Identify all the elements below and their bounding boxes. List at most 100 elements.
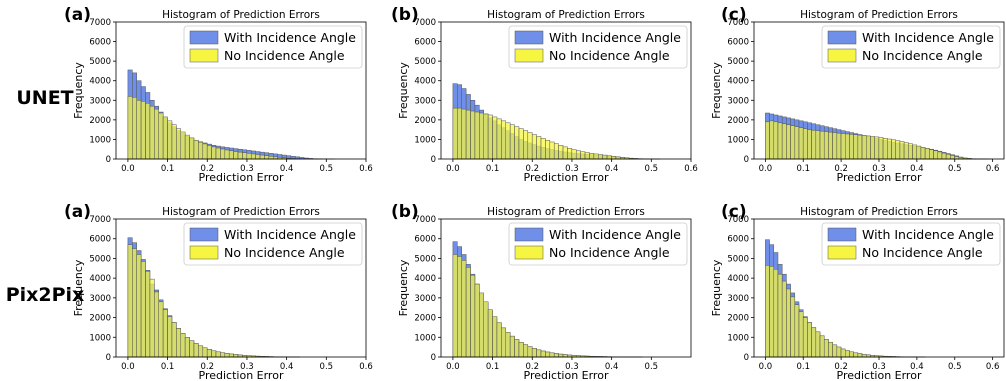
- bar-no-angle: [154, 108, 159, 160]
- bar-no-angle: [474, 283, 480, 358]
- y-tick-label: 2000: [89, 314, 111, 324]
- bar-no-angle: [536, 349, 542, 358]
- x-tick-label: 0.2: [201, 362, 215, 372]
- bar-no-angle: [184, 337, 190, 358]
- bar-no-angle: [598, 154, 603, 160]
- legend-swatch: [189, 48, 219, 63]
- legend-entry: No Incidence Angle: [549, 48, 670, 63]
- bar-no-angle: [509, 335, 515, 358]
- bar-no-angle: [158, 301, 164, 358]
- bar-no-angle: [224, 353, 230, 358]
- legend: With Incidence Angle No Incidence Angle: [821, 25, 1001, 69]
- bar-no-angle: [202, 347, 208, 358]
- bar-no-angle: [206, 349, 212, 358]
- x-tick-label: 0.0: [759, 362, 773, 372]
- bar-no-angle: [899, 141, 905, 160]
- bar-no-angle: [950, 155, 955, 160]
- x-tick-label: 0.4: [910, 362, 924, 372]
- row-label-unet: UNET: [16, 87, 73, 109]
- y-tick-label: 2000: [414, 116, 436, 126]
- y-tick-label: 4000: [414, 77, 436, 87]
- legend-swatch: [189, 245, 219, 260]
- bar-no-angle: [545, 139, 551, 160]
- bar-no-angle: [540, 138, 546, 160]
- x-tick-label: 0.0: [759, 164, 773, 174]
- bar-no-angle: [870, 136, 875, 160]
- x-tick-label: 0.1: [486, 164, 500, 174]
- bar-no-angle: [593, 153, 599, 160]
- legend-entry: With Incidence Angle: [224, 30, 356, 45]
- bar-no-angle: [866, 135, 871, 160]
- y-tick-label: 7000: [727, 215, 749, 225]
- bar-no-angle: [505, 332, 511, 358]
- bar-no-angle: [127, 96, 133, 160]
- y-tick-label: 4000: [89, 77, 111, 87]
- bar-no-angle: [145, 270, 151, 358]
- bar-no-angle: [540, 350, 546, 358]
- x-tick-label: 0.1: [796, 362, 810, 372]
- bar-no-angle: [845, 133, 850, 160]
- panel-label: (c): [721, 5, 747, 25]
- bar-no-angle: [457, 107, 462, 160]
- bar-no-angle: [246, 153, 252, 160]
- bar-no-angle: [807, 322, 812, 358]
- bar-no-angle: [461, 108, 467, 160]
- bar-no-angle: [836, 132, 842, 160]
- bar-no-angle: [811, 327, 817, 358]
- bar-no-angle: [781, 280, 787, 358]
- y-tick-label: 6000: [89, 38, 111, 48]
- bar-no-angle: [154, 291, 159, 358]
- panel-label: (b): [391, 202, 419, 222]
- bar-no-angle: [233, 151, 239, 160]
- bar-no-angle: [184, 134, 190, 160]
- bar-no-angle: [553, 353, 559, 358]
- x-tick-label: 0.1: [486, 362, 500, 372]
- y-tick-label: 5000: [89, 254, 111, 264]
- bar-no-angle: [786, 124, 791, 160]
- bar-no-angle: [832, 132, 838, 160]
- bar-no-angle: [929, 149, 934, 160]
- bar-no-angle: [496, 322, 502, 358]
- legend-entry: No Incidence Angle: [224, 245, 345, 260]
- legend-swatch: [827, 48, 857, 63]
- bar-no-angle: [259, 154, 265, 160]
- x-tick-label: 0.3: [240, 164, 254, 174]
- bar-no-angle: [461, 260, 467, 358]
- bar-no-angle: [523, 344, 529, 358]
- y-tick-label: 6000: [727, 235, 749, 245]
- panel-title: Histogram of Prediction Errors: [487, 9, 645, 21]
- y-tick-label: 5000: [89, 57, 111, 67]
- legend: With Incidence Angle No Incidence Angle: [183, 222, 363, 266]
- y-tick-label: 5000: [414, 254, 436, 264]
- y-tick-label: 1000: [89, 135, 111, 145]
- x-tick-label: 0.0: [121, 164, 135, 174]
- panel-title: Histogram of Prediction Errors: [800, 206, 958, 218]
- x-tick-label: 0.6: [359, 362, 373, 372]
- y-axis-label: Frequency: [72, 259, 85, 316]
- x-tick-label: 0.1: [796, 164, 810, 174]
- bar-no-angle: [916, 145, 922, 160]
- bar-no-angle: [158, 112, 164, 160]
- bar-no-angle: [202, 143, 208, 160]
- bar-no-angle: [794, 126, 800, 160]
- y-tick-label: 6000: [414, 235, 436, 245]
- bar-no-angle: [518, 128, 524, 160]
- bar-no-angle: [589, 153, 595, 160]
- bar-no-angle: [584, 152, 590, 160]
- panels-group: 0 1000 2000 3000 4000 5000 6000 7000 0.0 0.1 0.2 0.…: [64, 5, 1005, 381]
- axes-frame: [440, 21, 692, 160]
- bar-no-angle: [492, 316, 498, 358]
- bar-no-angle: [180, 131, 186, 160]
- bar-no-angle: [861, 354, 867, 358]
- legend-entry: No Incidence Angle: [224, 48, 345, 63]
- bar-no-angle: [845, 350, 850, 358]
- x-tick-label: 0.2: [526, 362, 540, 372]
- bar-no-angle: [891, 139, 896, 160]
- bar-no-angle: [562, 146, 568, 160]
- legend: With Incidence Angle No Incidence Angle: [821, 222, 1001, 266]
- bar-no-angle: [167, 316, 173, 358]
- bar-no-angle: [769, 120, 775, 160]
- bar-no-angle: [558, 353, 564, 358]
- bar-no-angle: [786, 288, 791, 358]
- bar-no-angle: [840, 348, 846, 358]
